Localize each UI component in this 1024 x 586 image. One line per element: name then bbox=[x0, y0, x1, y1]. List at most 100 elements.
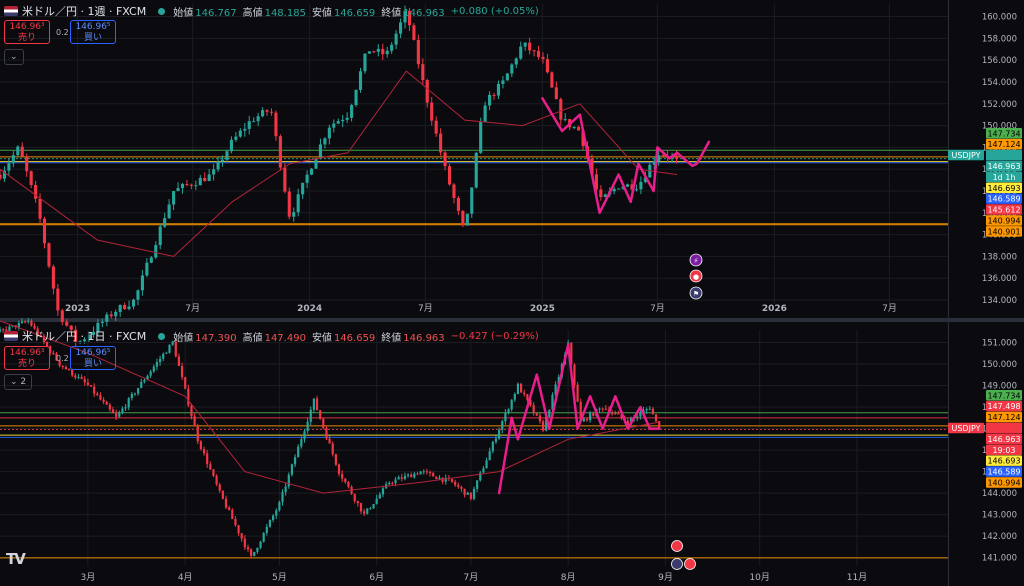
top-candle bbox=[327, 127, 331, 139]
top-candle bbox=[185, 183, 189, 185]
bottom-candle bbox=[130, 394, 133, 399]
bottom-price-tag-text: 140.994 bbox=[987, 479, 1020, 488]
bottom-candle bbox=[410, 474, 413, 478]
bottom-candle bbox=[337, 464, 341, 474]
bottom-candle bbox=[96, 393, 99, 396]
bottom-candle bbox=[532, 405, 535, 414]
bottom-sell-button[interactable]: 146.96³ 売り bbox=[4, 346, 50, 370]
top-x-tick: 7月 bbox=[185, 303, 200, 314]
event-icon[interactable] bbox=[671, 540, 683, 552]
bottom-moving-average bbox=[0, 320, 660, 494]
top-buy-price: 146.96⁵ bbox=[75, 22, 111, 32]
top-candle bbox=[496, 83, 501, 96]
bottom-candle bbox=[49, 346, 52, 353]
top-candle bbox=[541, 56, 545, 60]
tradingview-logo[interactable]: TV bbox=[6, 550, 26, 568]
top-candle bbox=[483, 105, 487, 122]
top-candle bbox=[287, 191, 291, 217]
top-candle bbox=[367, 51, 371, 54]
bottom-buy-button[interactable]: 146.96⁵ 買い bbox=[70, 346, 116, 370]
bottom-price-tag-text: USDJPY bbox=[952, 424, 981, 433]
bottom-candle bbox=[614, 413, 617, 415]
us-flag-icon[interactable] bbox=[671, 558, 683, 570]
top-candle bbox=[492, 94, 496, 96]
top-candle bbox=[198, 177, 202, 186]
top-price-tag-text: 140.901 bbox=[987, 227, 1020, 236]
bottom-candle bbox=[93, 386, 96, 394]
top-candle bbox=[452, 184, 456, 198]
top-candle bbox=[65, 321, 69, 326]
top-collapse-button[interactable]: ⌄ bbox=[4, 49, 24, 65]
top-candle bbox=[385, 50, 389, 55]
bottom-candle bbox=[654, 414, 658, 422]
bottom-candle bbox=[585, 418, 589, 421]
top-candle bbox=[474, 152, 478, 188]
us-flag-icon[interactable]: ⚑ bbox=[689, 286, 703, 300]
bottom-candle bbox=[369, 508, 372, 510]
bottom-price-tag-bg bbox=[986, 433, 1022, 445]
top-buy-label: 買い bbox=[83, 33, 102, 43]
bottom-candle bbox=[89, 385, 93, 387]
bottom-candle bbox=[658, 421, 661, 430]
top-price-tag-bg bbox=[986, 160, 1022, 172]
bottom-candle bbox=[215, 475, 218, 485]
bottom-candle bbox=[428, 471, 432, 474]
top-candle bbox=[407, 10, 412, 26]
bottom-sell-label: 売り bbox=[17, 359, 36, 369]
bottom-price-tag-text: 146.589 bbox=[987, 468, 1020, 477]
top-candle bbox=[336, 121, 340, 124]
top-candle bbox=[554, 87, 558, 100]
bottom-price-tag: 140.994 bbox=[986, 477, 1022, 488]
top-price-tag-bg bbox=[986, 149, 1022, 161]
bottom-candle bbox=[218, 484, 221, 491]
bottom-collapse-button[interactable]: ⌄ 2 bbox=[4, 374, 33, 390]
bottom-candle bbox=[306, 421, 309, 432]
bottom-candle bbox=[259, 541, 262, 548]
event-icon[interactable] bbox=[684, 558, 696, 570]
bottom-x-tick: 8月 bbox=[561, 572, 576, 583]
top-price-tag-text: 147.734 bbox=[987, 129, 1020, 138]
top-candle bbox=[430, 102, 434, 121]
bottom-candle bbox=[27, 320, 30, 322]
top-candle bbox=[412, 25, 416, 40]
bottom-symbol-title[interactable]: 米ドル／円 · 1日 · FXCM bbox=[22, 330, 147, 343]
bottom-candle bbox=[190, 405, 193, 417]
top-candle bbox=[29, 171, 33, 185]
bottom-candle bbox=[535, 413, 538, 416]
bottom-candle bbox=[127, 398, 130, 408]
top-candle bbox=[269, 111, 274, 113]
top-symbol-title[interactable]: 米ドル／円 · 1週 · FXCM bbox=[22, 5, 147, 18]
event-icon-bg bbox=[671, 540, 683, 552]
bottom-candle bbox=[366, 508, 369, 514]
bottom-candle bbox=[359, 503, 363, 512]
bottom-candle bbox=[281, 492, 284, 503]
bottom-candle bbox=[598, 408, 601, 410]
bottom-candle bbox=[58, 360, 61, 366]
bottom-x-tick: 5月 bbox=[272, 572, 287, 583]
bottom-candle bbox=[290, 464, 294, 475]
top-ohlc-label: 安値 bbox=[311, 7, 332, 19]
top-candle bbox=[292, 212, 296, 217]
top-candle bbox=[314, 158, 318, 169]
bottom-candle bbox=[541, 421, 545, 431]
top-y-tick: 138.000 bbox=[982, 252, 1017, 262]
event-icon[interactable]: ● bbox=[689, 269, 703, 283]
top-candle bbox=[100, 321, 104, 323]
bottom-candle bbox=[246, 547, 250, 550]
top-candle bbox=[630, 184, 634, 190]
top-candle bbox=[256, 116, 260, 122]
bottom-candle bbox=[375, 498, 378, 505]
bottom-price-tag: 146.693 bbox=[986, 455, 1022, 466]
top-candle bbox=[332, 123, 336, 128]
bottom-candle bbox=[234, 519, 237, 526]
top-buy-button[interactable]: 146.96⁵ 買い bbox=[70, 20, 116, 44]
bottom-candle bbox=[275, 510, 278, 516]
bottom-candle bbox=[284, 486, 287, 493]
top-candle bbox=[350, 105, 354, 118]
flash-icon[interactable]: ⚡ bbox=[689, 253, 703, 267]
top-sell-button[interactable]: 146.96³ 売り bbox=[4, 20, 50, 44]
top-candle bbox=[189, 184, 193, 186]
bottom-candle bbox=[328, 438, 331, 444]
top-candle bbox=[83, 339, 87, 342]
